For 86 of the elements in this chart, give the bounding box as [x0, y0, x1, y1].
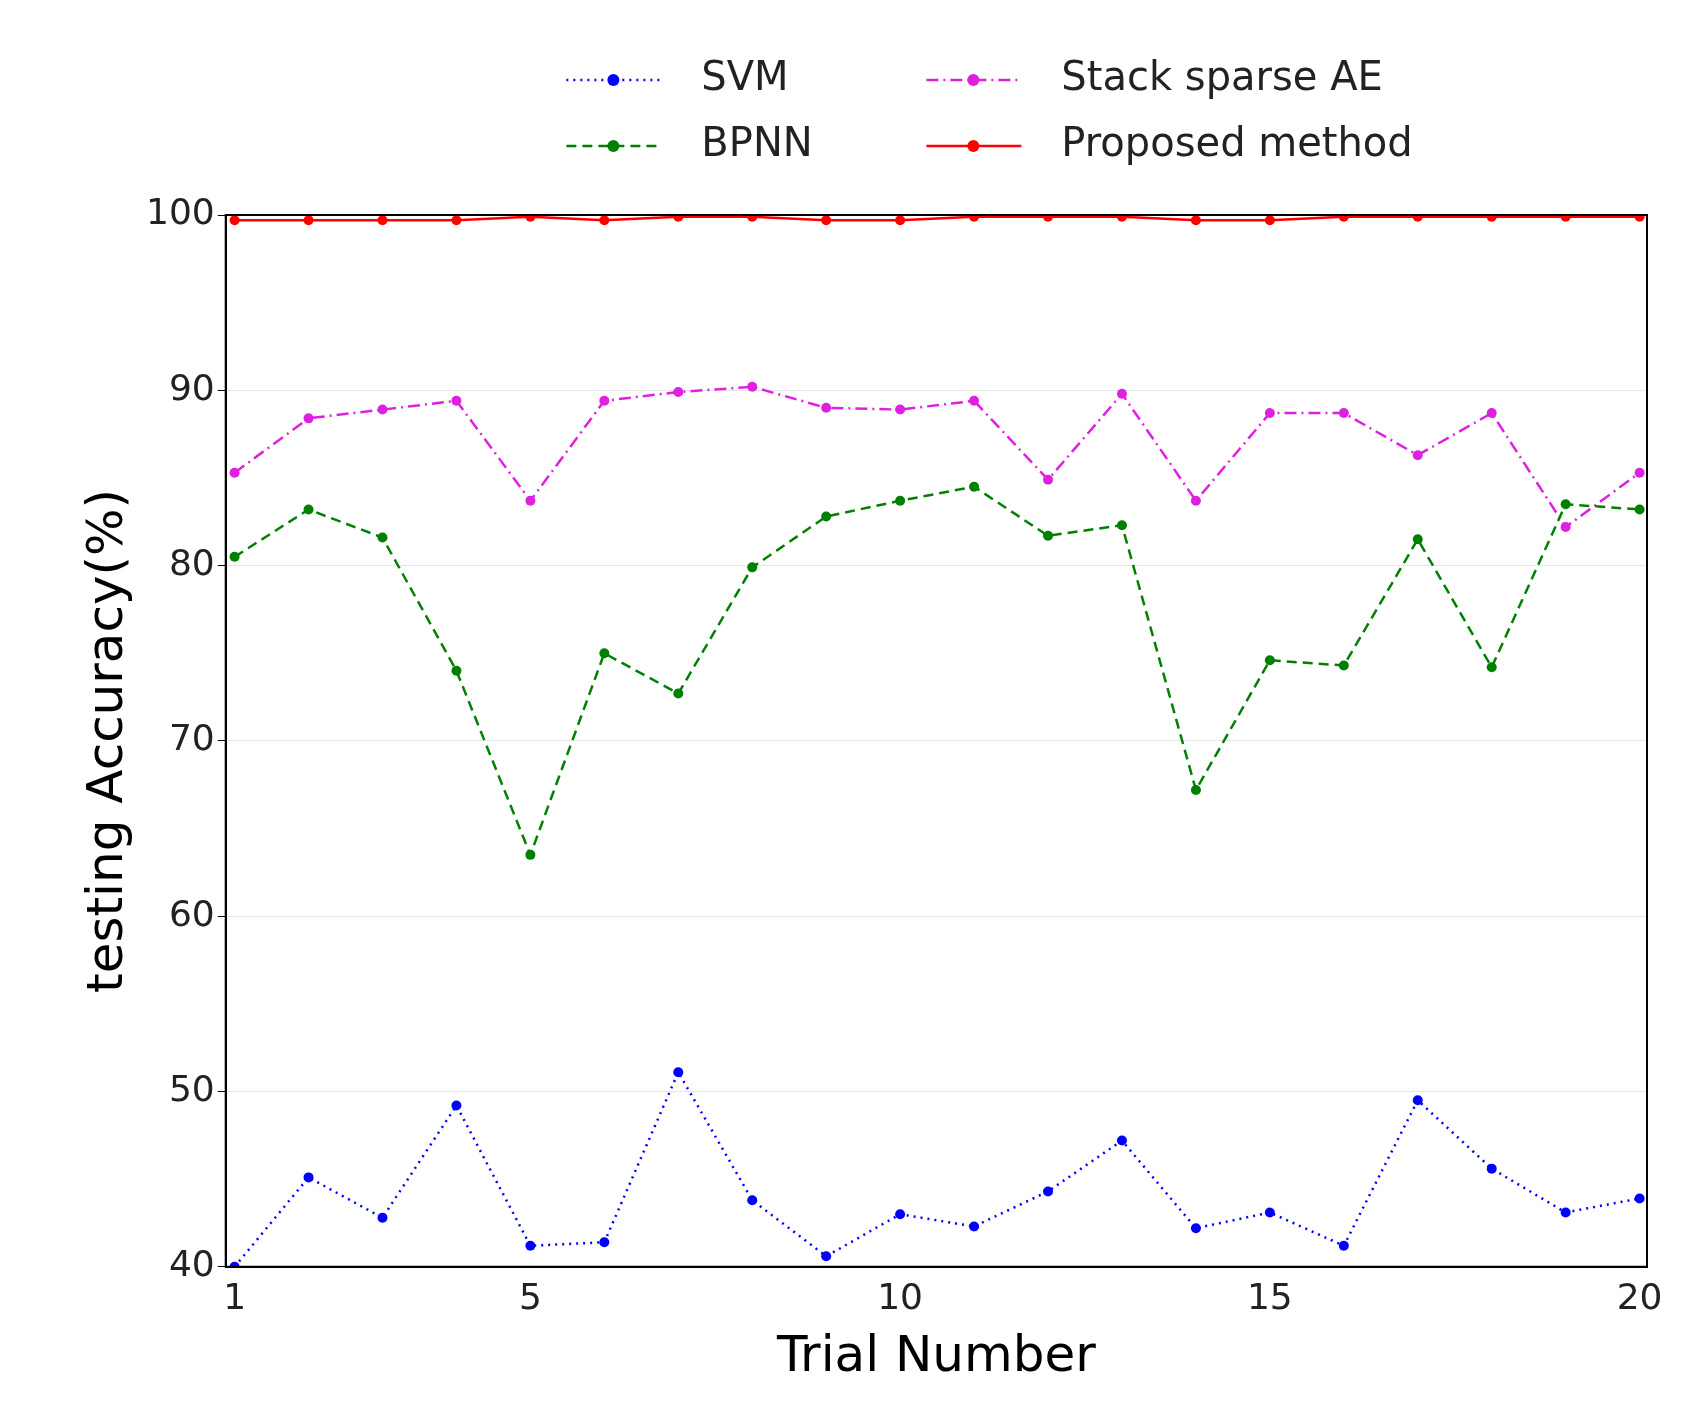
- point: [1486, 662, 1497, 673]
- point: [1634, 1193, 1645, 1204]
- point: [1043, 1186, 1054, 1197]
- point: [895, 215, 906, 226]
- point: [895, 495, 906, 506]
- point: [1486, 408, 1497, 419]
- point: [1264, 1207, 1275, 1218]
- point: [1264, 655, 1275, 666]
- x-tick-label: 15: [1246, 1275, 1293, 1317]
- point: [673, 688, 684, 699]
- point: [1116, 388, 1127, 399]
- x-tick-label: 1: [223, 1275, 247, 1317]
- point: [747, 1195, 758, 1206]
- x-tick-label: 10: [877, 1275, 924, 1317]
- point: [229, 215, 240, 226]
- point: [451, 665, 462, 676]
- y-tick-label: 70: [168, 717, 215, 759]
- point: [451, 395, 462, 406]
- point: [1560, 499, 1571, 510]
- point: [599, 395, 610, 406]
- legend-label: Proposed method: [1061, 119, 1413, 166]
- point: [969, 481, 980, 492]
- point: [969, 395, 980, 406]
- point: [1486, 1163, 1497, 1174]
- y-tick-label: 60: [168, 892, 215, 934]
- y-tick-label: 40: [168, 1243, 215, 1285]
- point: [525, 495, 536, 506]
- point: [1190, 784, 1201, 795]
- point: [895, 404, 906, 415]
- point: [1634, 467, 1645, 478]
- point: [1264, 215, 1275, 226]
- point: [451, 215, 462, 226]
- point: [451, 1100, 462, 1111]
- point: [599, 648, 610, 659]
- point: [821, 402, 832, 413]
- point: [969, 1221, 980, 1232]
- point: [377, 215, 388, 226]
- point: [895, 1209, 906, 1220]
- point: [303, 1172, 314, 1183]
- x-tick-label: 5: [518, 1275, 542, 1317]
- point: [525, 849, 536, 860]
- point: [821, 511, 832, 522]
- point: [377, 1212, 388, 1223]
- y-tick-label: 100: [145, 191, 215, 233]
- point: [747, 381, 758, 392]
- point: [377, 532, 388, 543]
- point: [821, 1251, 832, 1262]
- point: [377, 404, 388, 415]
- point: [747, 562, 758, 573]
- point: [1264, 408, 1275, 419]
- point: [525, 1240, 536, 1251]
- point: [1190, 1223, 1201, 1234]
- x-tick-label: 20: [1616, 1275, 1663, 1317]
- point: [1043, 474, 1054, 485]
- point: [303, 215, 314, 226]
- point: [303, 413, 314, 424]
- legend-label: BPNN: [701, 119, 813, 166]
- x-axis-title: Trial Number: [775, 1324, 1097, 1383]
- point: [1043, 530, 1054, 541]
- point: [1190, 215, 1201, 226]
- point: [599, 215, 610, 226]
- point: [1338, 1240, 1349, 1251]
- point: [599, 1237, 610, 1248]
- y-axis-title: testing Accuracy(%): [75, 488, 134, 993]
- point: [1412, 450, 1423, 461]
- point: [229, 467, 240, 478]
- point: [1338, 660, 1349, 671]
- point: [1116, 1135, 1127, 1146]
- point: [1634, 504, 1645, 515]
- point: [1412, 1095, 1423, 1106]
- point: [1560, 1207, 1571, 1218]
- point: [821, 215, 832, 226]
- point: [1560, 522, 1571, 533]
- point: [673, 387, 684, 398]
- point: [1338, 408, 1349, 419]
- point: [673, 1067, 684, 1078]
- point: [229, 551, 240, 562]
- point: [1190, 495, 1201, 506]
- legend-label: SVM: [701, 53, 789, 100]
- point: [303, 504, 314, 515]
- y-tick-label: 80: [168, 541, 215, 583]
- point: [1116, 520, 1127, 531]
- legend-label: Stack sparse AE: [1061, 53, 1383, 100]
- y-tick-label: 50: [168, 1067, 215, 1109]
- y-tick-label: 90: [168, 366, 215, 408]
- point: [1412, 534, 1423, 545]
